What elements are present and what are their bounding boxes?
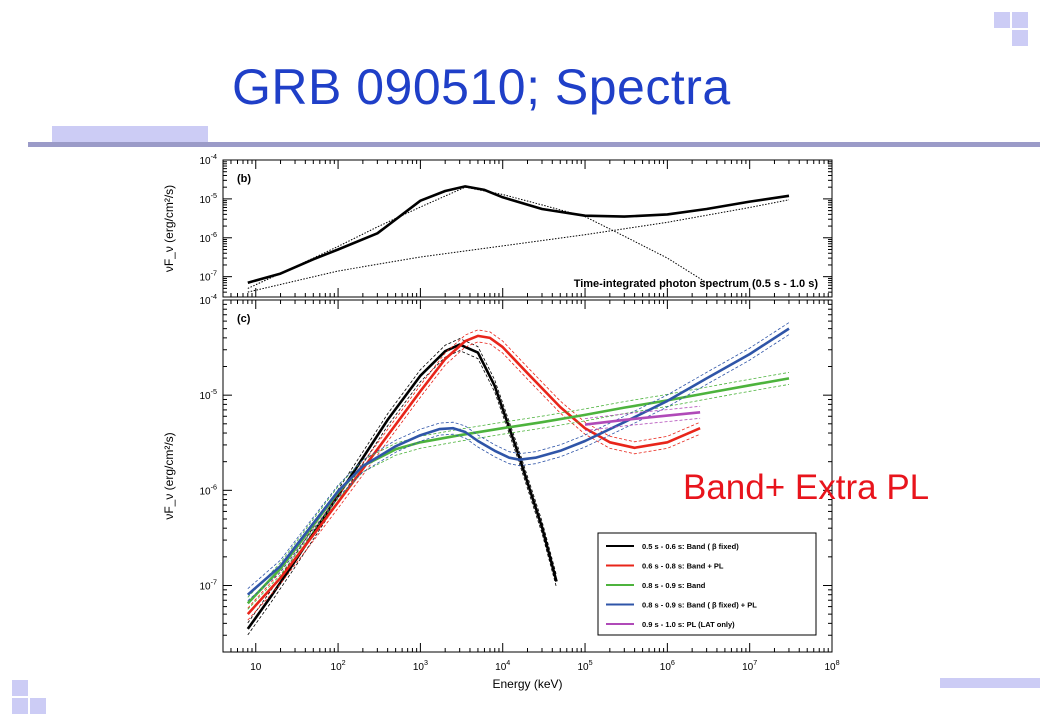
decor-square — [30, 698, 46, 714]
series-error-band — [584, 405, 701, 419]
series-line — [247, 186, 707, 289]
y-tick-label: 10-5 — [199, 387, 217, 402]
y-axis-label: νF_ν (erg/cm²/s) — [162, 185, 176, 272]
x-tick-label: 107 — [742, 658, 757, 673]
x-tick-label: 108 — [824, 658, 839, 673]
legend-entry: 0.5 s - 0.6 s: Band ( β fixed) — [642, 542, 739, 551]
legend-box — [597, 532, 817, 636]
x-tick-label: 103 — [413, 658, 428, 673]
series-error-band — [247, 329, 701, 609]
series-error-band — [247, 338, 557, 624]
y-axis-label: νF_ν (erg/cm²/s) — [162, 432, 176, 519]
y-tick-label: 10-4 — [199, 152, 217, 167]
series-error-band — [247, 350, 557, 636]
series-error-band — [247, 384, 790, 610]
decor-square — [994, 12, 1010, 28]
series-error-band — [247, 341, 701, 621]
y-tick-label: 10-6 — [199, 482, 217, 497]
panel-annotation: Time-integrated photon spectrum (0.5 s -… — [574, 278, 819, 290]
x-tick-label: 10 — [250, 662, 262, 673]
series-line — [247, 199, 790, 293]
legend-entry: 0.9 s - 1.0 s: PL (LAT only) — [642, 620, 735, 629]
x-tick-label: 106 — [660, 658, 675, 673]
series-line — [584, 411, 701, 426]
title-rule — [28, 142, 1040, 147]
y-axis-label-group: νF_ν (erg/cm²/s) — [162, 185, 176, 272]
series-line — [246, 334, 701, 615]
y-tick-label: 10-4 — [199, 292, 217, 307]
panel-label: (c) — [237, 313, 251, 325]
series-line — [247, 185, 790, 284]
x-tick-label: 104 — [495, 658, 510, 673]
decor-square — [12, 680, 28, 696]
x-axis-label: Energy (keV) — [492, 677, 562, 691]
y-tick-label: 10-5 — [199, 191, 217, 206]
legend-entry: 0.8 s - 0.9 s: Band — [642, 581, 706, 590]
legend-entry: 0.6 s - 0.8 s: Band + PL — [642, 562, 724, 571]
y-tick-label: 10-7 — [199, 269, 217, 284]
decor-square — [1012, 30, 1028, 46]
y-tick-label: 10-6 — [199, 230, 217, 245]
x-tick-label: 102 — [331, 658, 346, 673]
decor-square — [12, 698, 28, 714]
y-axis-label-group: νF_ν (erg/cm²/s) — [162, 432, 176, 519]
series-error-band — [584, 417, 701, 431]
decor-bar — [940, 678, 1040, 688]
legend-entry: 0.8 s - 0.9 s: Band ( β fixed) + PL — [642, 601, 757, 610]
x-tick-label: 105 — [577, 658, 592, 673]
panel-label: (b) — [237, 173, 251, 185]
series-error-band — [247, 322, 790, 590]
decor-bar — [52, 126, 208, 142]
series-line — [246, 343, 558, 630]
panel-frame — [222, 159, 833, 298]
slide-title: GRB 090510; Spectra — [232, 59, 731, 115]
decor-square — [1012, 12, 1028, 28]
y-tick-label: 10-7 — [199, 577, 217, 592]
band-extra-pl-annotation: Band+ Extra PL — [683, 468, 930, 507]
